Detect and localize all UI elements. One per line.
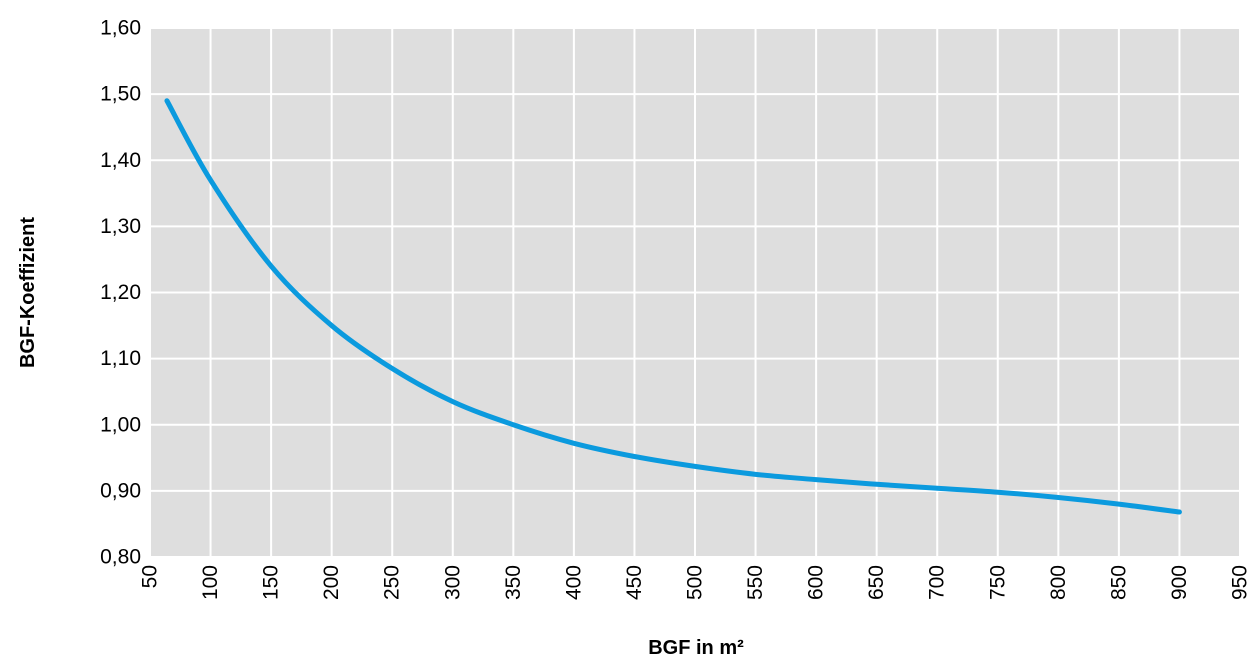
x-tick-label: 450 bbox=[623, 565, 646, 600]
x-tick-label: 550 bbox=[744, 565, 767, 600]
x-tick-label: 750 bbox=[986, 565, 1009, 600]
x-tick-label: 900 bbox=[1168, 565, 1191, 600]
x-tick-label: 400 bbox=[562, 565, 585, 600]
y-tick-label: 1,50 bbox=[100, 83, 141, 106]
y-tick-labels: 0,80 0,90 1,00 1,10 1,20 1,30 1,40 1,50 1,60 bbox=[100, 17, 141, 569]
y-tick-label: 1,20 bbox=[100, 281, 141, 304]
x-tick-label: 850 bbox=[1107, 565, 1130, 600]
x-tick-label: 600 bbox=[805, 565, 828, 600]
x-tick-label: 300 bbox=[441, 565, 464, 600]
x-tick-label: 950 bbox=[1229, 565, 1250, 600]
x-tick-label: 650 bbox=[865, 565, 888, 600]
y-tick-label: 1,00 bbox=[100, 413, 141, 436]
x-tick-label: 200 bbox=[320, 565, 343, 600]
y-tick-label: 0,90 bbox=[100, 479, 141, 502]
series-line bbox=[164, 98, 1182, 515]
y-tick-label: 1,40 bbox=[100, 149, 141, 172]
x-tick-label: 250 bbox=[381, 565, 404, 600]
y-tick-label: 0,80 bbox=[100, 546, 141, 569]
x-tick-label: 500 bbox=[684, 565, 707, 600]
x-tick-label: 50 bbox=[139, 565, 162, 588]
y-tick-label: 1,30 bbox=[100, 215, 141, 238]
y-tick-label: 1,10 bbox=[100, 347, 141, 370]
y-gridlines bbox=[150, 27, 1240, 558]
x-tick-label: 700 bbox=[926, 565, 949, 600]
x-tick-label: 150 bbox=[260, 565, 283, 600]
x-axis-title: BGF in m² bbox=[648, 637, 744, 659]
y-axis-title: BGF-Koeffizient bbox=[17, 217, 39, 368]
x-tick-label: 100 bbox=[199, 565, 222, 600]
y-tick-label: 1,60 bbox=[100, 17, 141, 40]
x-tick-labels: 50 100 150 200 250 300 350 400 450 500 550 600 650 70… bbox=[139, 565, 1250, 600]
x-tick-label: 350 bbox=[502, 565, 525, 600]
x-tick-label: 800 bbox=[1047, 565, 1070, 600]
